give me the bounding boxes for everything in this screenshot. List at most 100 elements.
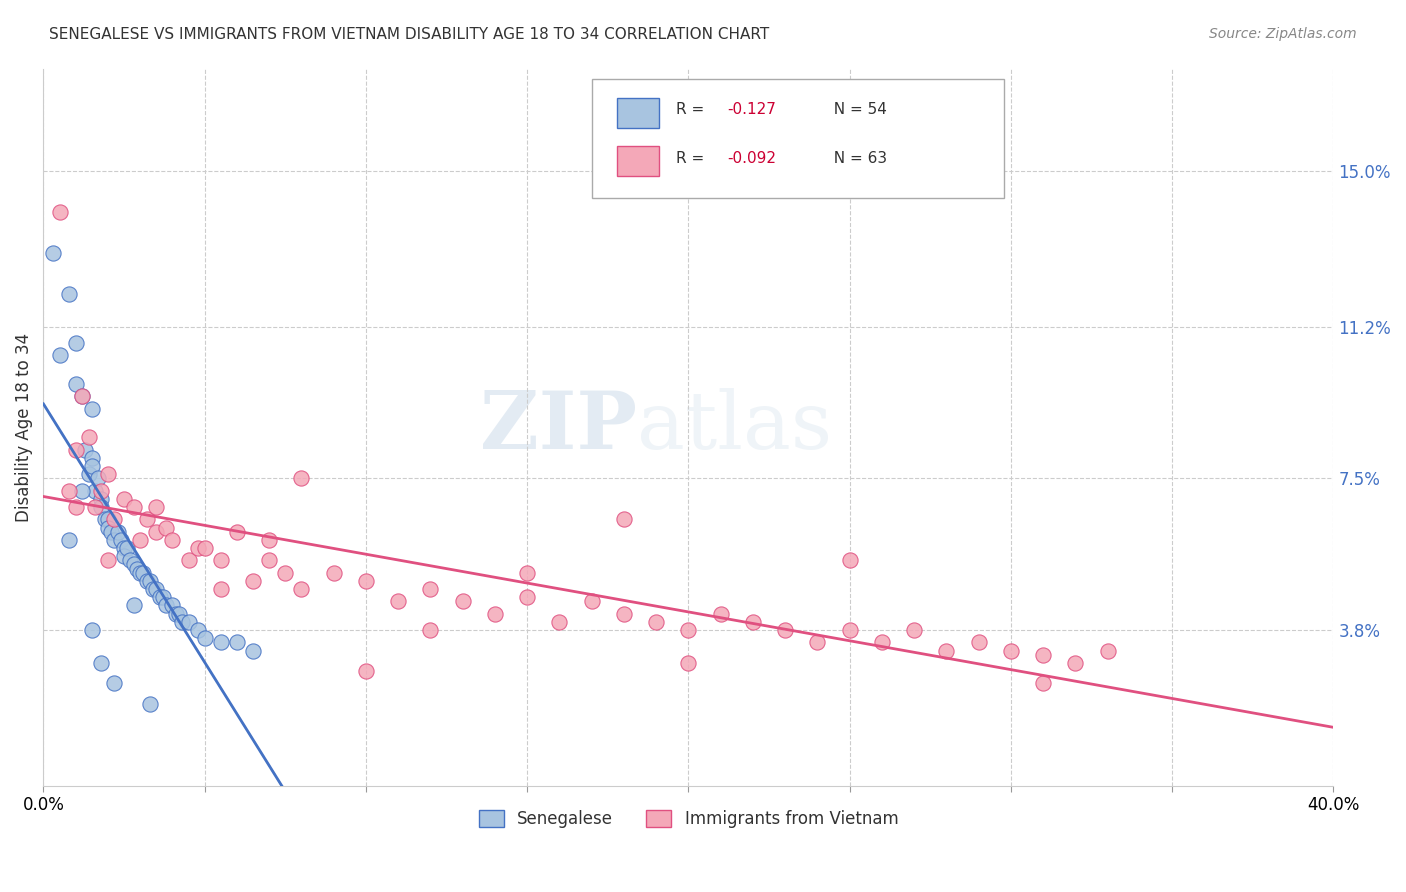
Point (139, 697, 162, 711)
Point (122, 500, 145, 514)
Point (162, 599, 184, 613)
Point (484, 607, 506, 621)
Point (129, 533, 152, 547)
Point (290, 471, 312, 485)
Point (97, 512, 120, 526)
Text: atlas: atlas (637, 388, 832, 467)
Point (1032, 676, 1054, 690)
Point (1097, 643, 1119, 657)
Point (90, 491, 112, 506)
Point (112, 549, 135, 564)
Point (209, 582, 232, 596)
Legend: Senegalese, Immigrants from Vietnam: Senegalese, Immigrants from Vietnam (472, 804, 905, 835)
Point (645, 615, 668, 629)
Point (107, 524, 129, 539)
Point (112, 491, 135, 506)
Point (177, 615, 200, 629)
Point (90, 500, 112, 514)
FancyBboxPatch shape (617, 98, 659, 128)
FancyBboxPatch shape (592, 79, 1004, 198)
Point (354, 664, 377, 678)
Point (58, 483, 80, 498)
Point (322, 566, 344, 580)
Point (209, 553, 232, 567)
Point (177, 553, 200, 567)
Point (103, 533, 125, 547)
Point (120, 553, 142, 567)
Point (870, 635, 893, 649)
Point (451, 594, 474, 608)
Point (613, 607, 636, 621)
Point (65, 442, 87, 457)
Point (155, 599, 177, 613)
Point (935, 643, 957, 657)
Point (90, 483, 112, 498)
Point (65, 377, 87, 392)
Point (165, 607, 187, 621)
Point (387, 594, 409, 608)
Point (48, 348, 70, 362)
Point (132, 566, 155, 580)
Point (58, 533, 80, 547)
Point (135, 574, 157, 588)
Point (48, 205, 70, 219)
Point (80, 623, 103, 637)
Text: -0.127: -0.127 (727, 102, 776, 117)
Text: R =: R = (675, 102, 709, 117)
Point (65, 336, 87, 351)
Point (678, 656, 700, 670)
Point (226, 524, 249, 539)
Text: -0.092: -0.092 (727, 151, 776, 166)
Point (806, 635, 828, 649)
Point (167, 607, 190, 621)
Point (70, 483, 93, 498)
Point (194, 541, 217, 555)
Point (80, 450, 103, 465)
Point (162, 533, 184, 547)
Point (77, 467, 100, 482)
Point (103, 676, 125, 690)
Point (97, 467, 120, 482)
Point (100, 524, 122, 539)
Text: N = 63: N = 63 (824, 151, 887, 166)
Point (209, 635, 232, 649)
Point (97, 553, 120, 567)
Point (354, 574, 377, 588)
Point (65, 500, 87, 514)
Point (242, 574, 264, 588)
Point (90, 656, 112, 670)
Point (187, 623, 209, 637)
Point (613, 512, 636, 526)
FancyBboxPatch shape (617, 146, 659, 176)
Text: SENEGALESE VS IMMIGRANTS FROM VIETNAM DISABILITY AGE 18 TO 34 CORRELATION CHART: SENEGALESE VS IMMIGRANTS FROM VIETNAM DI… (49, 27, 769, 42)
Point (152, 591, 174, 605)
Point (84, 500, 107, 514)
Point (903, 623, 925, 637)
Point (145, 500, 167, 514)
Point (226, 635, 249, 649)
Point (80, 401, 103, 416)
Point (70, 389, 93, 403)
Point (139, 574, 162, 588)
Point (135, 512, 157, 526)
Point (110, 533, 132, 547)
Text: N = 54: N = 54 (824, 102, 887, 117)
Point (838, 553, 860, 567)
Point (581, 594, 603, 608)
Point (172, 615, 194, 629)
Point (194, 632, 217, 646)
Point (122, 558, 145, 572)
Point (773, 623, 796, 637)
Point (145, 582, 167, 596)
Point (103, 512, 125, 526)
Point (70, 389, 93, 403)
Point (77, 430, 100, 444)
Point (678, 623, 700, 637)
Point (548, 615, 571, 629)
Point (112, 541, 135, 555)
Point (187, 541, 209, 555)
Point (142, 582, 165, 596)
Point (967, 635, 990, 649)
Point (274, 566, 297, 580)
Point (58, 287, 80, 301)
